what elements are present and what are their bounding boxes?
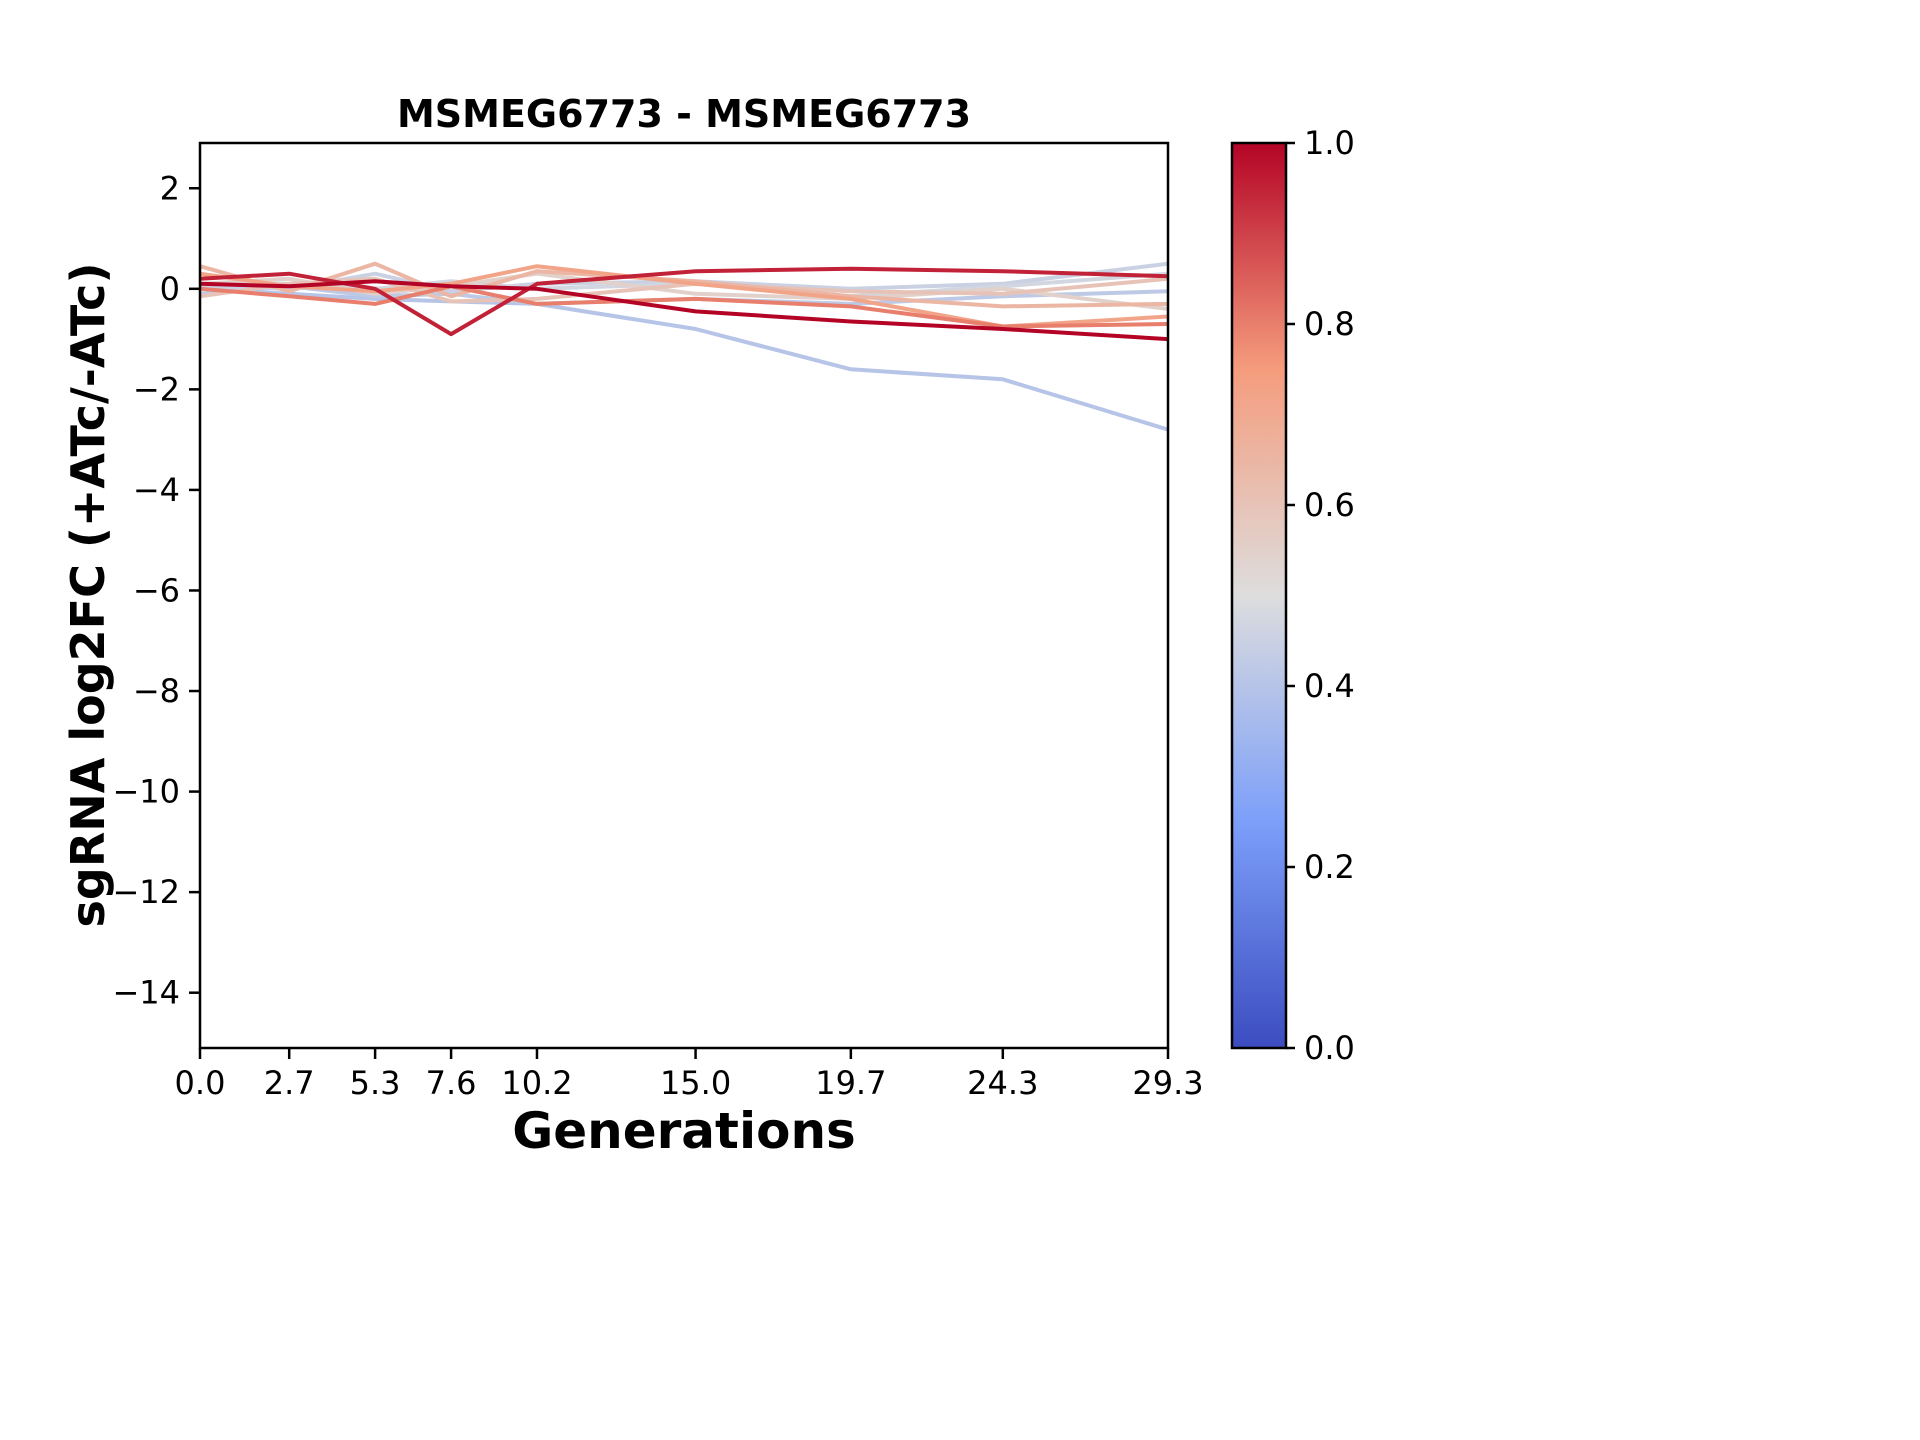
colorbar-border [1230,141,1288,1050]
y-tick-label: −6 [133,571,180,609]
x-tick-label: 10.2 [501,1064,572,1102]
colorbar-tick-label: 0.6 [1304,486,1355,524]
y-tick-label: −10 [112,773,180,811]
series-line-sgRNA-03 [200,284,1168,329]
series-lines [200,261,1168,432]
y-tick-label: 2 [160,169,180,207]
y-tick-label: 0 [160,270,180,308]
colorbar-tick-label: 0.8 [1304,305,1355,343]
x-tick-label: 29.3 [1132,1064,1203,1102]
x-tick-label: 0.0 [175,1064,226,1102]
x-axis-label: Generations [512,1102,856,1160]
x-tick-label: 2.7 [264,1064,315,1102]
colorbar-tick-label: 1.0 [1304,124,1355,162]
y-tick-label: −14 [112,974,180,1012]
colorbar-tick-label: 0.0 [1304,1029,1355,1067]
chart-title: MSMEG6773 - MSMEG6773 [396,92,972,136]
colorbar-tick-label: 0.2 [1304,848,1355,886]
y-axis-ticks: 2 0 −2 −4 −6 −8 −10 −12 −14 [112,169,200,1012]
series-line-sgRNA-02 [200,266,1168,337]
colorbar: 0.0 0.2 0.4 0.6 0.8 1.0 [1230,124,1355,1067]
series-line-sgRNA-04 [200,264,1168,329]
x-tick-label: 19.7 [815,1064,886,1102]
colorbar-gradient [1232,143,1286,1048]
x-tick-label: 24.3 [967,1064,1038,1102]
plot-border [198,141,1170,1050]
series-line-sgRNA-05 [200,261,1168,309]
x-axis-ticks: 0.0 2.7 5.3 7.6 10.2 15.0 19.7 24.3 29.3 [175,1048,1204,1102]
y-tick-label: −2 [133,370,180,408]
y-tick-label: −4 [133,471,180,509]
y-tick-label: −12 [112,873,180,911]
x-tick-label: 7.6 [426,1064,477,1102]
x-tick-label: 5.3 [350,1064,401,1102]
series-line-sgRNA-01 [200,279,1168,342]
x-tick-label: 15.0 [660,1064,731,1102]
colorbar-tick-label: 0.4 [1304,667,1355,705]
y-tick-label: −8 [133,672,180,710]
y-axis-label: sgRNA log2FC (+ATc/-ATc) [61,262,115,928]
